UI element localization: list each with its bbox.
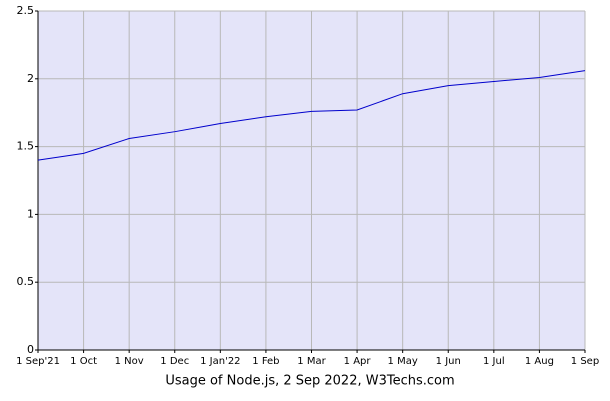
x-tick-label: 1 Aug bbox=[525, 356, 554, 367]
x-tick-label: 1 May bbox=[388, 356, 418, 367]
chart-title: Usage of Node.js, 2 Sep 2022, W3Techs.co… bbox=[165, 374, 454, 389]
data-line bbox=[37, 70, 586, 161]
x-tick-label: 1 Nov bbox=[115, 356, 144, 367]
x-tick-label: 1 Sep'21 bbox=[16, 356, 60, 367]
x-tick-label: 1 Jan'22 bbox=[200, 356, 240, 367]
x-tick-label: 1 Dec bbox=[160, 356, 189, 367]
y-tick-label: 1 bbox=[27, 207, 34, 220]
x-tick-label: 1 Apr bbox=[344, 356, 372, 367]
x-tick-label: 1 Jul bbox=[483, 356, 505, 367]
x-tick-label: 1 Mar bbox=[297, 356, 326, 367]
y-tick-label: 2.5 bbox=[17, 4, 35, 17]
x-tick-label: 1 Jun bbox=[436, 356, 461, 367]
x-tick-label: 1 Feb bbox=[252, 356, 279, 367]
y-tick-label: 0.5 bbox=[17, 275, 35, 288]
y-tick-label: 1.5 bbox=[17, 140, 35, 153]
x-tick-label: 1 Oct bbox=[70, 356, 97, 367]
y-tick-label: 0 bbox=[27, 343, 34, 356]
x-tick-label: 1 Sep bbox=[571, 356, 599, 367]
y-tick-label: 2 bbox=[27, 72, 34, 85]
